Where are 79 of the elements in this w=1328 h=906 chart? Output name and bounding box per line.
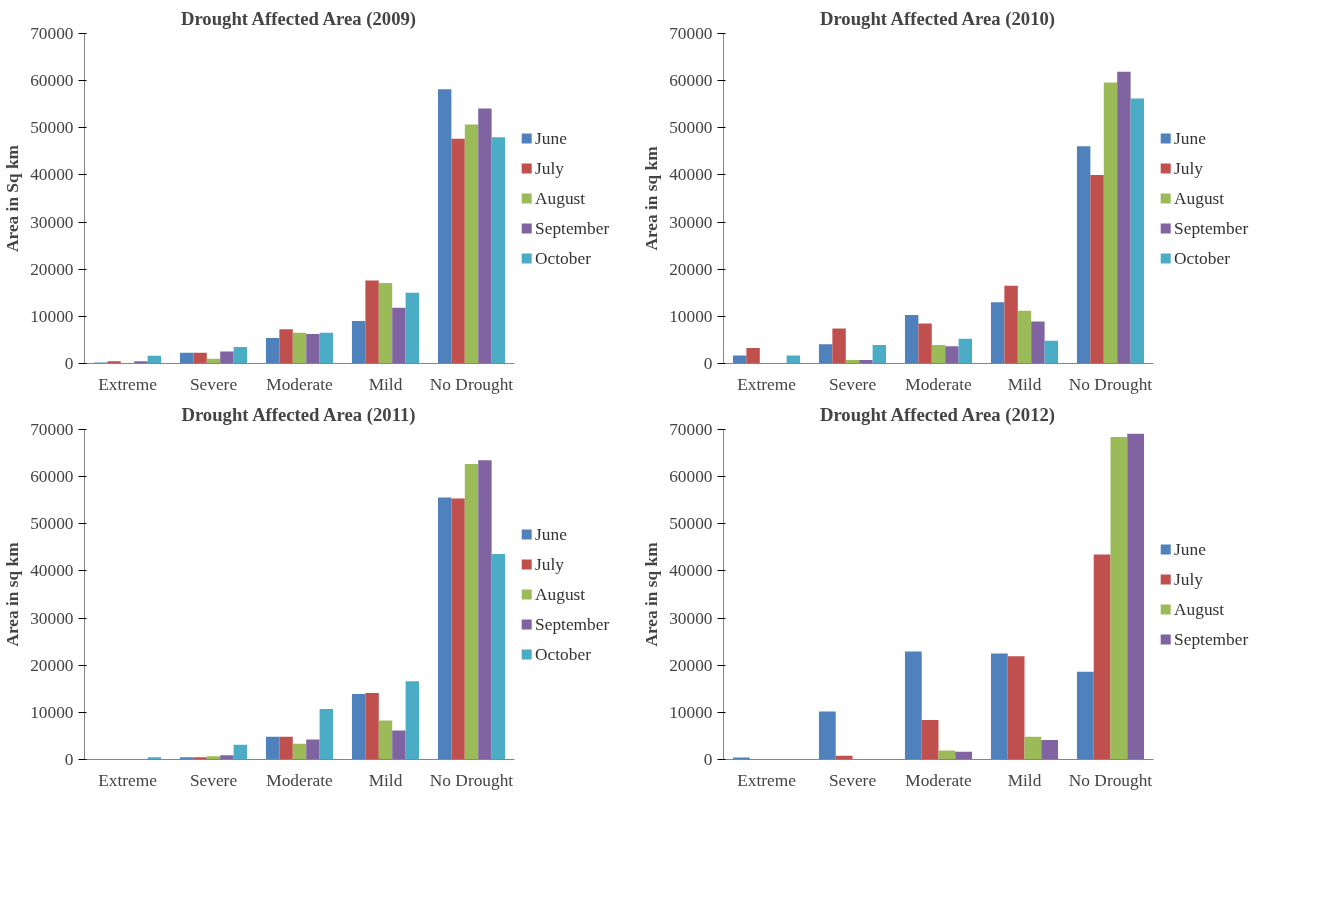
- x-tick-label: Extreme: [98, 770, 158, 790]
- x-tick-label: Mild: [368, 374, 403, 394]
- y-axis-title: Area in sq km: [3, 541, 23, 647]
- y-tick-label: 20000: [669, 655, 713, 675]
- y-tick-label: 30000: [669, 608, 713, 628]
- y-tick-label: 50000: [30, 514, 74, 534]
- y-tick-label: 0: [64, 354, 74, 373]
- y-tick-label: 10000: [30, 306, 74, 326]
- legend-label: August: [535, 189, 586, 208]
- x-tick-label: Severe: [189, 374, 238, 394]
- y-tick-label: 50000: [669, 118, 713, 138]
- y-tick-label: 60000: [669, 467, 713, 487]
- x-tick-label: No Drought: [429, 770, 514, 790]
- y-tick-label: 50000: [30, 118, 74, 138]
- legend-label: July: [535, 159, 565, 178]
- chart-title: Drought Affected Area (2010): [819, 7, 1055, 30]
- x-tick-label: Mild: [1007, 770, 1042, 790]
- legend-label: August: [1174, 600, 1225, 619]
- y-tick-label: 40000: [30, 165, 74, 185]
- y-tick-label: 30000: [669, 212, 713, 232]
- y-tick-label: 30000: [30, 608, 74, 628]
- y-tick-label: 60000: [30, 71, 74, 91]
- y-tick-label: 10000: [669, 702, 713, 722]
- y-tick-label: 30000: [30, 212, 74, 232]
- legend-label: October: [1174, 249, 1231, 268]
- x-tick-label: Extreme: [737, 770, 797, 790]
- y-tick-label: 40000: [669, 561, 713, 581]
- legend-label: June: [535, 525, 568, 544]
- y-tick-label: 70000: [30, 420, 74, 439]
- x-tick-label: No Drought: [1068, 374, 1153, 394]
- x-tick-label: Mild: [368, 770, 403, 790]
- x-tick-label: Moderate: [266, 374, 334, 394]
- x-tick-label: Severe: [828, 374, 877, 394]
- y-tick-label: 20000: [30, 655, 74, 675]
- chart-title: Drought Affected Area (2009): [180, 7, 416, 30]
- x-tick-label: No Drought: [1068, 770, 1153, 790]
- legend-label: June: [535, 129, 568, 148]
- y-tick-label: 10000: [30, 702, 74, 722]
- y-tick-label: 40000: [30, 561, 74, 581]
- chart-title: Drought Affected Area (2012): [819, 403, 1055, 426]
- legend-label: October: [535, 249, 592, 268]
- x-tick-label: Extreme: [737, 374, 797, 394]
- legend-label: July: [535, 555, 565, 574]
- y-tick-label: 70000: [669, 24, 713, 43]
- y-tick-label: 70000: [669, 420, 713, 439]
- legend-label: September: [1174, 219, 1249, 238]
- y-axis-title: Area in sq km: [642, 541, 662, 647]
- legend-label: June: [1174, 129, 1207, 148]
- legend-label: September: [1174, 630, 1249, 649]
- y-tick-label: 50000: [669, 514, 713, 534]
- x-tick-label: Moderate: [905, 374, 973, 394]
- y-tick-label: 0: [64, 750, 74, 769]
- y-tick-label: 60000: [30, 467, 74, 487]
- legend-label: July: [1174, 570, 1204, 589]
- y-tick-label: 20000: [669, 259, 713, 279]
- y-tick-label: 10000: [669, 306, 713, 326]
- legend-label: September: [535, 219, 610, 238]
- chart-title: Drought Affected Area (2011): [181, 403, 416, 426]
- y-axis-title: Area in sq km: [642, 145, 662, 251]
- legend-label: September: [535, 615, 610, 634]
- x-tick-label: Severe: [828, 770, 877, 790]
- y-axis-title: Area in Sq km: [3, 144, 23, 253]
- legend-label: October: [535, 645, 592, 664]
- x-tick-label: Extreme: [98, 374, 158, 394]
- x-tick-label: Moderate: [266, 770, 334, 790]
- y-tick-label: 0: [703, 354, 713, 373]
- x-tick-label: Mild: [1007, 374, 1042, 394]
- y-tick-label: 70000: [30, 24, 74, 43]
- y-tick-label: 60000: [669, 71, 713, 91]
- y-tick-label: 0: [703, 750, 713, 769]
- legend-label: July: [1174, 159, 1204, 178]
- x-tick-label: Severe: [189, 770, 238, 790]
- legend-label: August: [1174, 189, 1225, 208]
- legend-label: June: [1174, 540, 1207, 559]
- legend-label: August: [535, 585, 586, 604]
- y-tick-label: 20000: [30, 259, 74, 279]
- y-tick-label: 40000: [669, 165, 713, 185]
- x-tick-label: Moderate: [905, 770, 973, 790]
- x-tick-label: No Drought: [429, 374, 514, 394]
